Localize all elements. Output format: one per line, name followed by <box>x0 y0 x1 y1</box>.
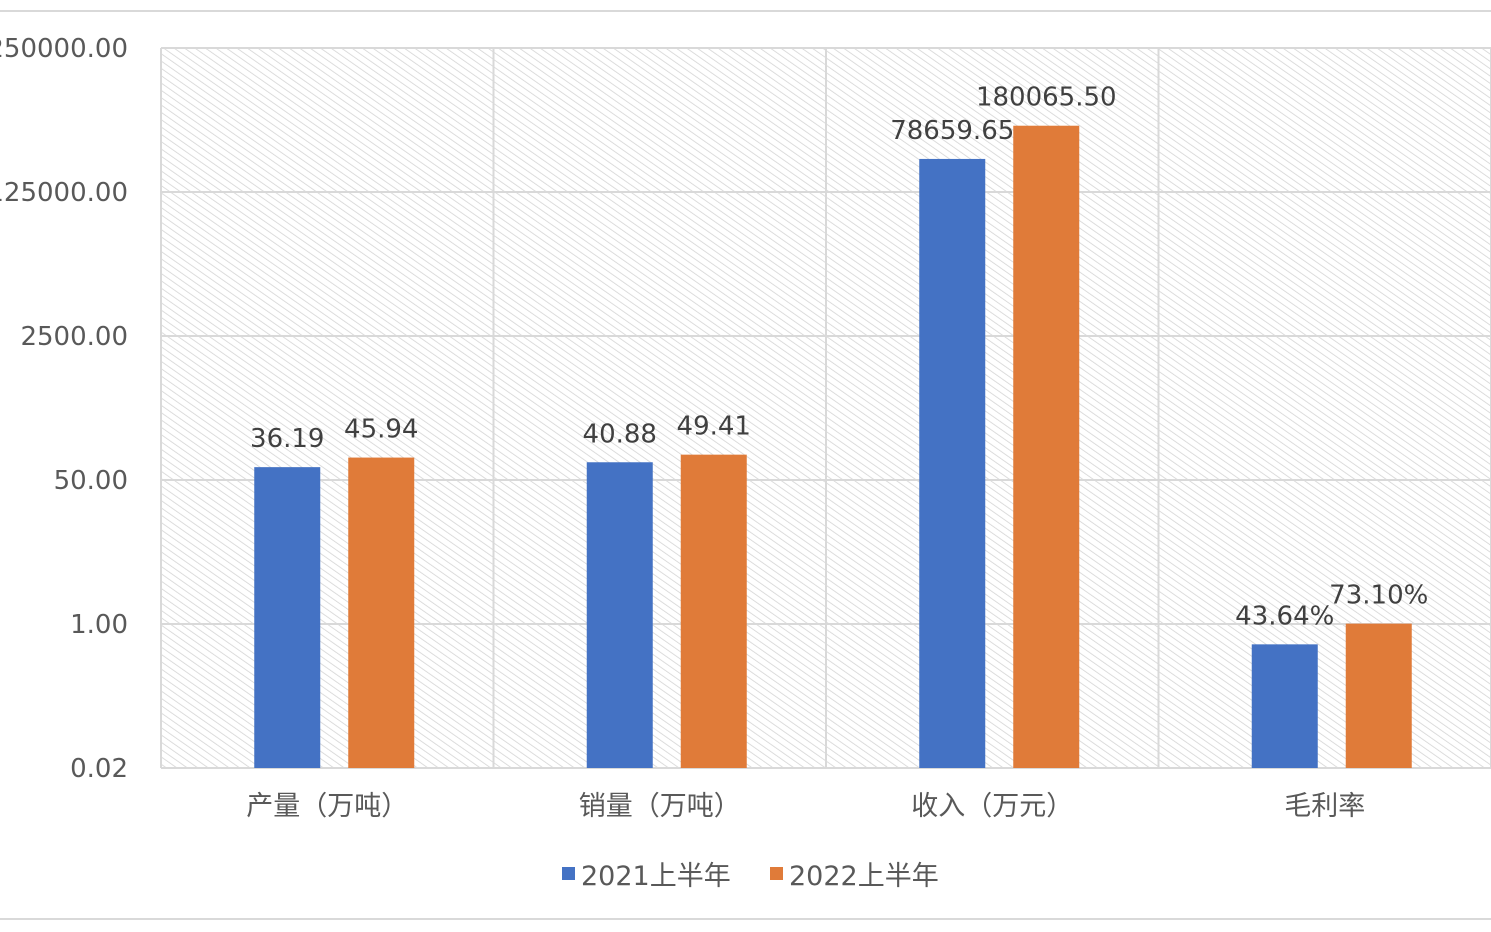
bar <box>680 454 747 768</box>
bar <box>1345 623 1412 768</box>
y-tick-label: 50.00 <box>54 466 128 496</box>
category-label: 收入（万元） <box>911 791 1073 822</box>
legend-label: 2022上半年 <box>789 861 939 892</box>
legend-swatch <box>562 867 575 880</box>
bar <box>348 457 415 768</box>
bar <box>254 467 321 768</box>
bar <box>1013 125 1080 769</box>
data-label: 73.10% <box>1329 581 1428 611</box>
category-label: 产量（万吨） <box>246 791 408 822</box>
data-label: 180065.50 <box>976 83 1117 113</box>
data-label: 36.19 <box>250 424 324 454</box>
bar <box>919 158 986 769</box>
data-label: 78659.65 <box>890 116 1014 146</box>
data-label: 45.94 <box>344 415 418 445</box>
legend: 2021上半年 2022上半年 <box>562 861 939 892</box>
y-tick-label: 0.02 <box>70 754 128 784</box>
category-label: 销量（万吨） <box>579 791 741 822</box>
y-tick-label: 250000.00 <box>0 34 128 64</box>
legend-label: 2021上半年 <box>581 861 731 892</box>
y-tick-label: 125000.00 <box>0 178 128 208</box>
legend-swatch <box>770 867 783 880</box>
bars <box>254 125 1412 769</box>
bar <box>1251 644 1318 768</box>
y-tick-label: 1.00 <box>70 610 128 640</box>
y-tick-label: 2500.00 <box>20 322 128 352</box>
data-label: 40.88 <box>583 419 657 449</box>
category-labels: 产量（万吨） 销量（万吨） 收入（万元） 毛利率 <box>246 791 1365 822</box>
y-axis-tick-labels: 0.02 1.00 50.00 2500.00 125000.00 250000.00 <box>0 34 128 784</box>
bar <box>586 462 653 768</box>
data-label: 49.41 <box>677 412 751 442</box>
category-label: 毛利率 <box>1284 791 1365 822</box>
data-label: 43.64% <box>1235 601 1334 631</box>
